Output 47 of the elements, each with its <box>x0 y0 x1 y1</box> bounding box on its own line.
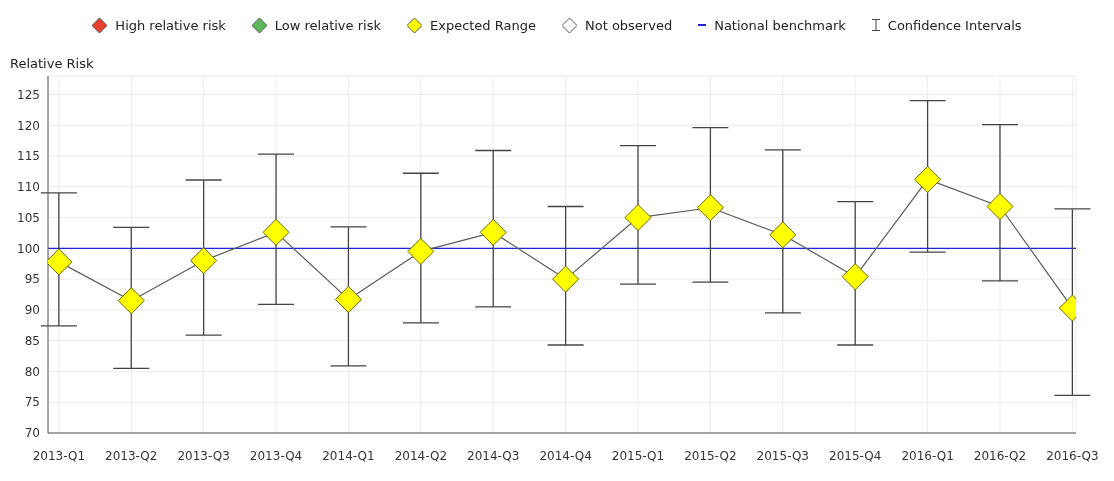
x-tick-label: 2013-Q4 <box>249 448 303 463</box>
y-tick-label: 80 <box>24 364 40 379</box>
point <box>117 287 145 315</box>
point <box>914 165 942 193</box>
legend-label: Low relative risk <box>274 17 381 33</box>
x-tick-label: 2013-Q3 <box>177 448 230 463</box>
y-tick-label: 95 <box>24 272 40 287</box>
text: Confidence Intervals <box>887 17 1022 33</box>
point <box>986 192 1014 220</box>
point <box>624 204 652 232</box>
point <box>552 265 580 293</box>
x-tick-label: 2013-Q2 <box>105 448 158 463</box>
x-tick-label: 2014-Q4 <box>539 448 592 463</box>
legend-label: High relative risk <box>115 17 226 33</box>
y-tick-label: 120 <box>17 118 40 133</box>
y-tick-label: 70 <box>24 426 40 441</box>
point <box>190 247 218 275</box>
point <box>479 218 507 246</box>
legend-label: National benchmark <box>714 17 846 33</box>
x-tick-label: 2016-Q2 <box>973 448 1027 463</box>
y-tick-label: 105 <box>17 210 40 225</box>
legend-label: Not observed <box>584 17 673 33</box>
y-tick-label: 90 <box>24 303 40 318</box>
point <box>262 218 290 246</box>
y-tick-label: 75 <box>24 395 40 410</box>
x-tick-label: 2013-Q1 <box>32 448 86 463</box>
x-tick-label: 2014-Q3 <box>467 448 520 463</box>
x-tick-label: 2014-Q2 <box>394 448 448 463</box>
point <box>841 263 869 291</box>
x-tick-label: 2015-Q3 <box>756 448 809 463</box>
point <box>696 194 724 222</box>
x-tick-label: 2015-Q1 <box>611 448 665 463</box>
legend-label: Expected Range <box>429 17 536 33</box>
y-axis-title: Relative Risk <box>9 55 95 72</box>
x-tick-label: 2016-Q1 <box>901 448 954 463</box>
y-tick-label: 125 <box>17 87 40 102</box>
y-tick-label: 115 <box>17 149 40 164</box>
y-tick-label: 100 <box>17 241 40 256</box>
x-tick-label: 2015-Q2 <box>684 448 737 463</box>
x-tick-label: 2014-Q1 <box>322 448 375 463</box>
point <box>769 221 797 249</box>
point <box>334 285 362 313</box>
x-tick-label: 2015-Q4 <box>829 448 882 463</box>
y-tick-label: 85 <box>24 333 40 348</box>
point <box>407 237 435 265</box>
y-tick-label: 110 <box>17 180 40 195</box>
x-tick-label: 2016-Q3 <box>1046 448 1099 463</box>
